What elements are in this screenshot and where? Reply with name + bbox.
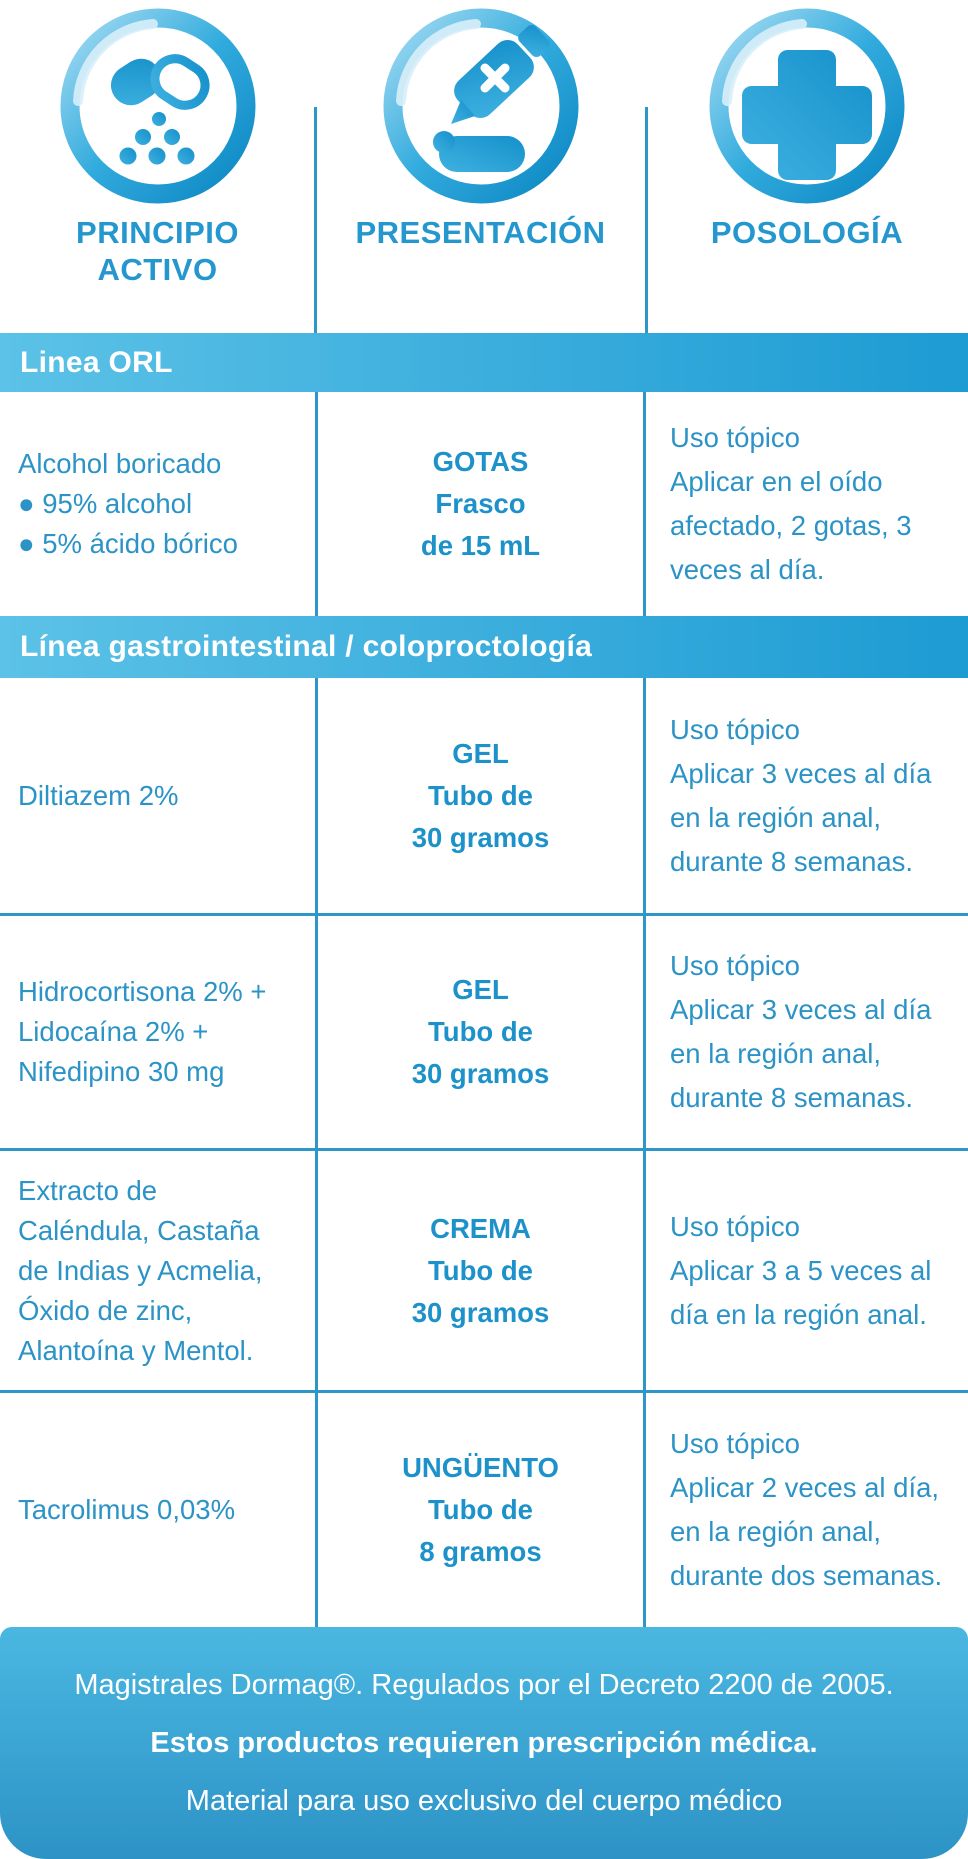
column-divider [314, 107, 317, 333]
posologia-cell: Uso tópico Aplicar en el oído afectado, … [646, 392, 968, 616]
ointment-tube-icon [381, 6, 581, 206]
product-name: Extracto de Caléndula, Castaña de Indias… [18, 1174, 263, 1366]
table-row: Extracto de Caléndula, Castaña de Indias… [0, 1148, 968, 1390]
presentation-line: CREMA [430, 1212, 531, 1244]
regulatory-footer: Magistrales Dormag®. Regulados por el De… [0, 1627, 968, 1859]
bullet-item: ● 95% alcohol [18, 488, 193, 519]
column-divider [645, 107, 648, 333]
posologia-cell: Uso tópico Aplicar 3 veces al día en la … [646, 916, 968, 1148]
capsule-granules-icon [58, 6, 258, 206]
column-title: POSOLOGÍA [710, 215, 904, 250]
product-name: Hidrocortisona 2% + Lidocaína 2% + Nifed… [18, 976, 267, 1087]
presentation-line: GEL [452, 737, 509, 769]
principio-activo-cell: Extracto de Caléndula, Castaña de Indias… [0, 1151, 315, 1390]
presentation-line: 8 gramos [419, 1536, 542, 1567]
presentation-line: UNGÜENTO [402, 1452, 559, 1483]
table-row: Tacrolimus 0,03% UNGÜENTO Tubo de 8 gram… [0, 1390, 968, 1627]
header-col-principio-activo: PRINCIPIO ACTIVO [0, 0, 315, 333]
posologia-cell: Uso tópico Aplicar 2 veces al día, en la… [646, 1393, 968, 1627]
posologia-text: Aplicar 3 veces al día en la región anal… [670, 994, 932, 1113]
header-col-posologia: POSOLOGÍA [646, 0, 968, 333]
footer-line-audience: Material para uso exclusivo del cuerpo m… [185, 1785, 783, 1817]
principio-activo-cell: Diltiazem 2% [0, 678, 315, 913]
table-row: Alcohol boricado ● 95% alcohol ● 5% ácid… [0, 392, 968, 616]
posologia-use: Uso tópico [670, 422, 800, 453]
product-name: Diltiazem 2% [18, 779, 179, 811]
presentation-line: Tubo de [428, 1254, 533, 1286]
presentation-line: 30 gramos [411, 1296, 550, 1328]
posologia-cell: Uso tópico Aplicar 3 veces al día en la … [646, 678, 968, 913]
presentation-line: de 15 mL [420, 530, 541, 561]
medical-cross-icon [707, 6, 907, 206]
presentacion-cell: GEL Tubo de 30 gramos [315, 678, 646, 913]
presentacion-cell: CREMA Tubo de 30 gramos [315, 1151, 646, 1390]
footer-line-regulation: Magistrales Dormag®. Regulados por el De… [74, 1669, 894, 1701]
header-col-presentacion: PRESENTACIÓN [315, 0, 646, 333]
posologia-text: Aplicar 2 veces al día, en la región ana… [670, 1472, 943, 1591]
presentacion-cell: GOTAS Frasco de 15 mL [315, 392, 646, 616]
presentation-line: GEL [452, 974, 509, 1005]
section-label: Línea gastrointestinal / coloproctología [20, 630, 593, 663]
posologia-use: Uso tópico [670, 1210, 800, 1242]
principio-activo-cell: Hidrocortisona 2% + Lidocaína 2% + Nifed… [0, 916, 315, 1148]
column-title: PRESENTACIÓN [355, 215, 606, 250]
posologia-use: Uso tópico [670, 950, 800, 981]
presentation-line: Tubo de [428, 1494, 533, 1525]
posologia-text: Aplicar 3 veces al día en la región anal… [670, 757, 932, 877]
posologia-text: Aplicar en el oído afectado, 2 gotas, 3 … [670, 466, 912, 585]
section-header-linea-gastrointestinal: Línea gastrointestinal / coloproctología [0, 616, 968, 678]
principio-activo-cell: Tacrolimus 0,03% [0, 1393, 315, 1627]
presentation-line: Tubo de [428, 779, 533, 811]
product-name: Tacrolimus 0,03% [18, 1494, 236, 1525]
table-row: Hidrocortisona 2% + Lidocaína 2% + Nifed… [0, 913, 968, 1148]
bullet-item: ● 5% ácido bórico [18, 528, 238, 559]
presentation-line: Frasco [435, 488, 526, 519]
posologia-cell: Uso tópico Aplicar 3 a 5 veces al día en… [646, 1151, 968, 1390]
presentacion-cell: GEL Tubo de 30 gramos [315, 916, 646, 1148]
table-row: Diltiazem 2% GEL Tubo de 30 gramos Uso t… [0, 678, 968, 913]
section-header-linea-orl: Linea ORL [0, 333, 968, 392]
table-header: PRINCIPIO ACTIVO [0, 0, 968, 333]
presentacion-cell: UNGÜENTO Tubo de 8 gramos [315, 1393, 646, 1627]
column-title: PRINCIPIO ACTIVO [76, 215, 239, 287]
posologia-use: Uso tópico [670, 1428, 800, 1459]
footer-line-prescription: Estos productos requieren prescripción m… [150, 1727, 818, 1759]
section-label: Linea ORL [20, 345, 173, 379]
posologia-use: Uso tópico [670, 713, 800, 745]
posologia-text: Aplicar 3 a 5 veces al día en la región … [670, 1254, 932, 1330]
presentation-line: 30 gramos [411, 1058, 550, 1089]
product-name: Alcohol boricado [18, 448, 222, 479]
principio-activo-cell: Alcohol boricado ● 95% alcohol ● 5% ácid… [0, 392, 315, 616]
presentation-line: 30 gramos [411, 821, 550, 853]
presentation-line: GOTAS [432, 446, 529, 477]
presentation-line: Tubo de [428, 1016, 533, 1047]
